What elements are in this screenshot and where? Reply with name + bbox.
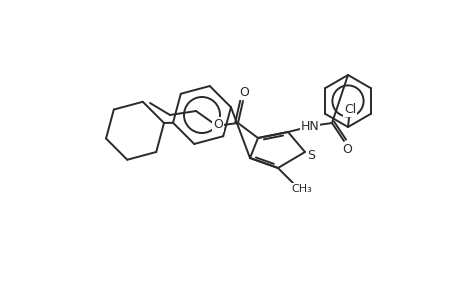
Text: O: O: [239, 85, 248, 98]
Text: O: O: [213, 118, 223, 130]
Text: CH₃: CH₃: [291, 184, 312, 194]
Text: O: O: [341, 142, 351, 155]
Text: Cl: Cl: [343, 103, 355, 116]
Text: HN: HN: [300, 119, 319, 133]
Text: S: S: [306, 148, 314, 161]
